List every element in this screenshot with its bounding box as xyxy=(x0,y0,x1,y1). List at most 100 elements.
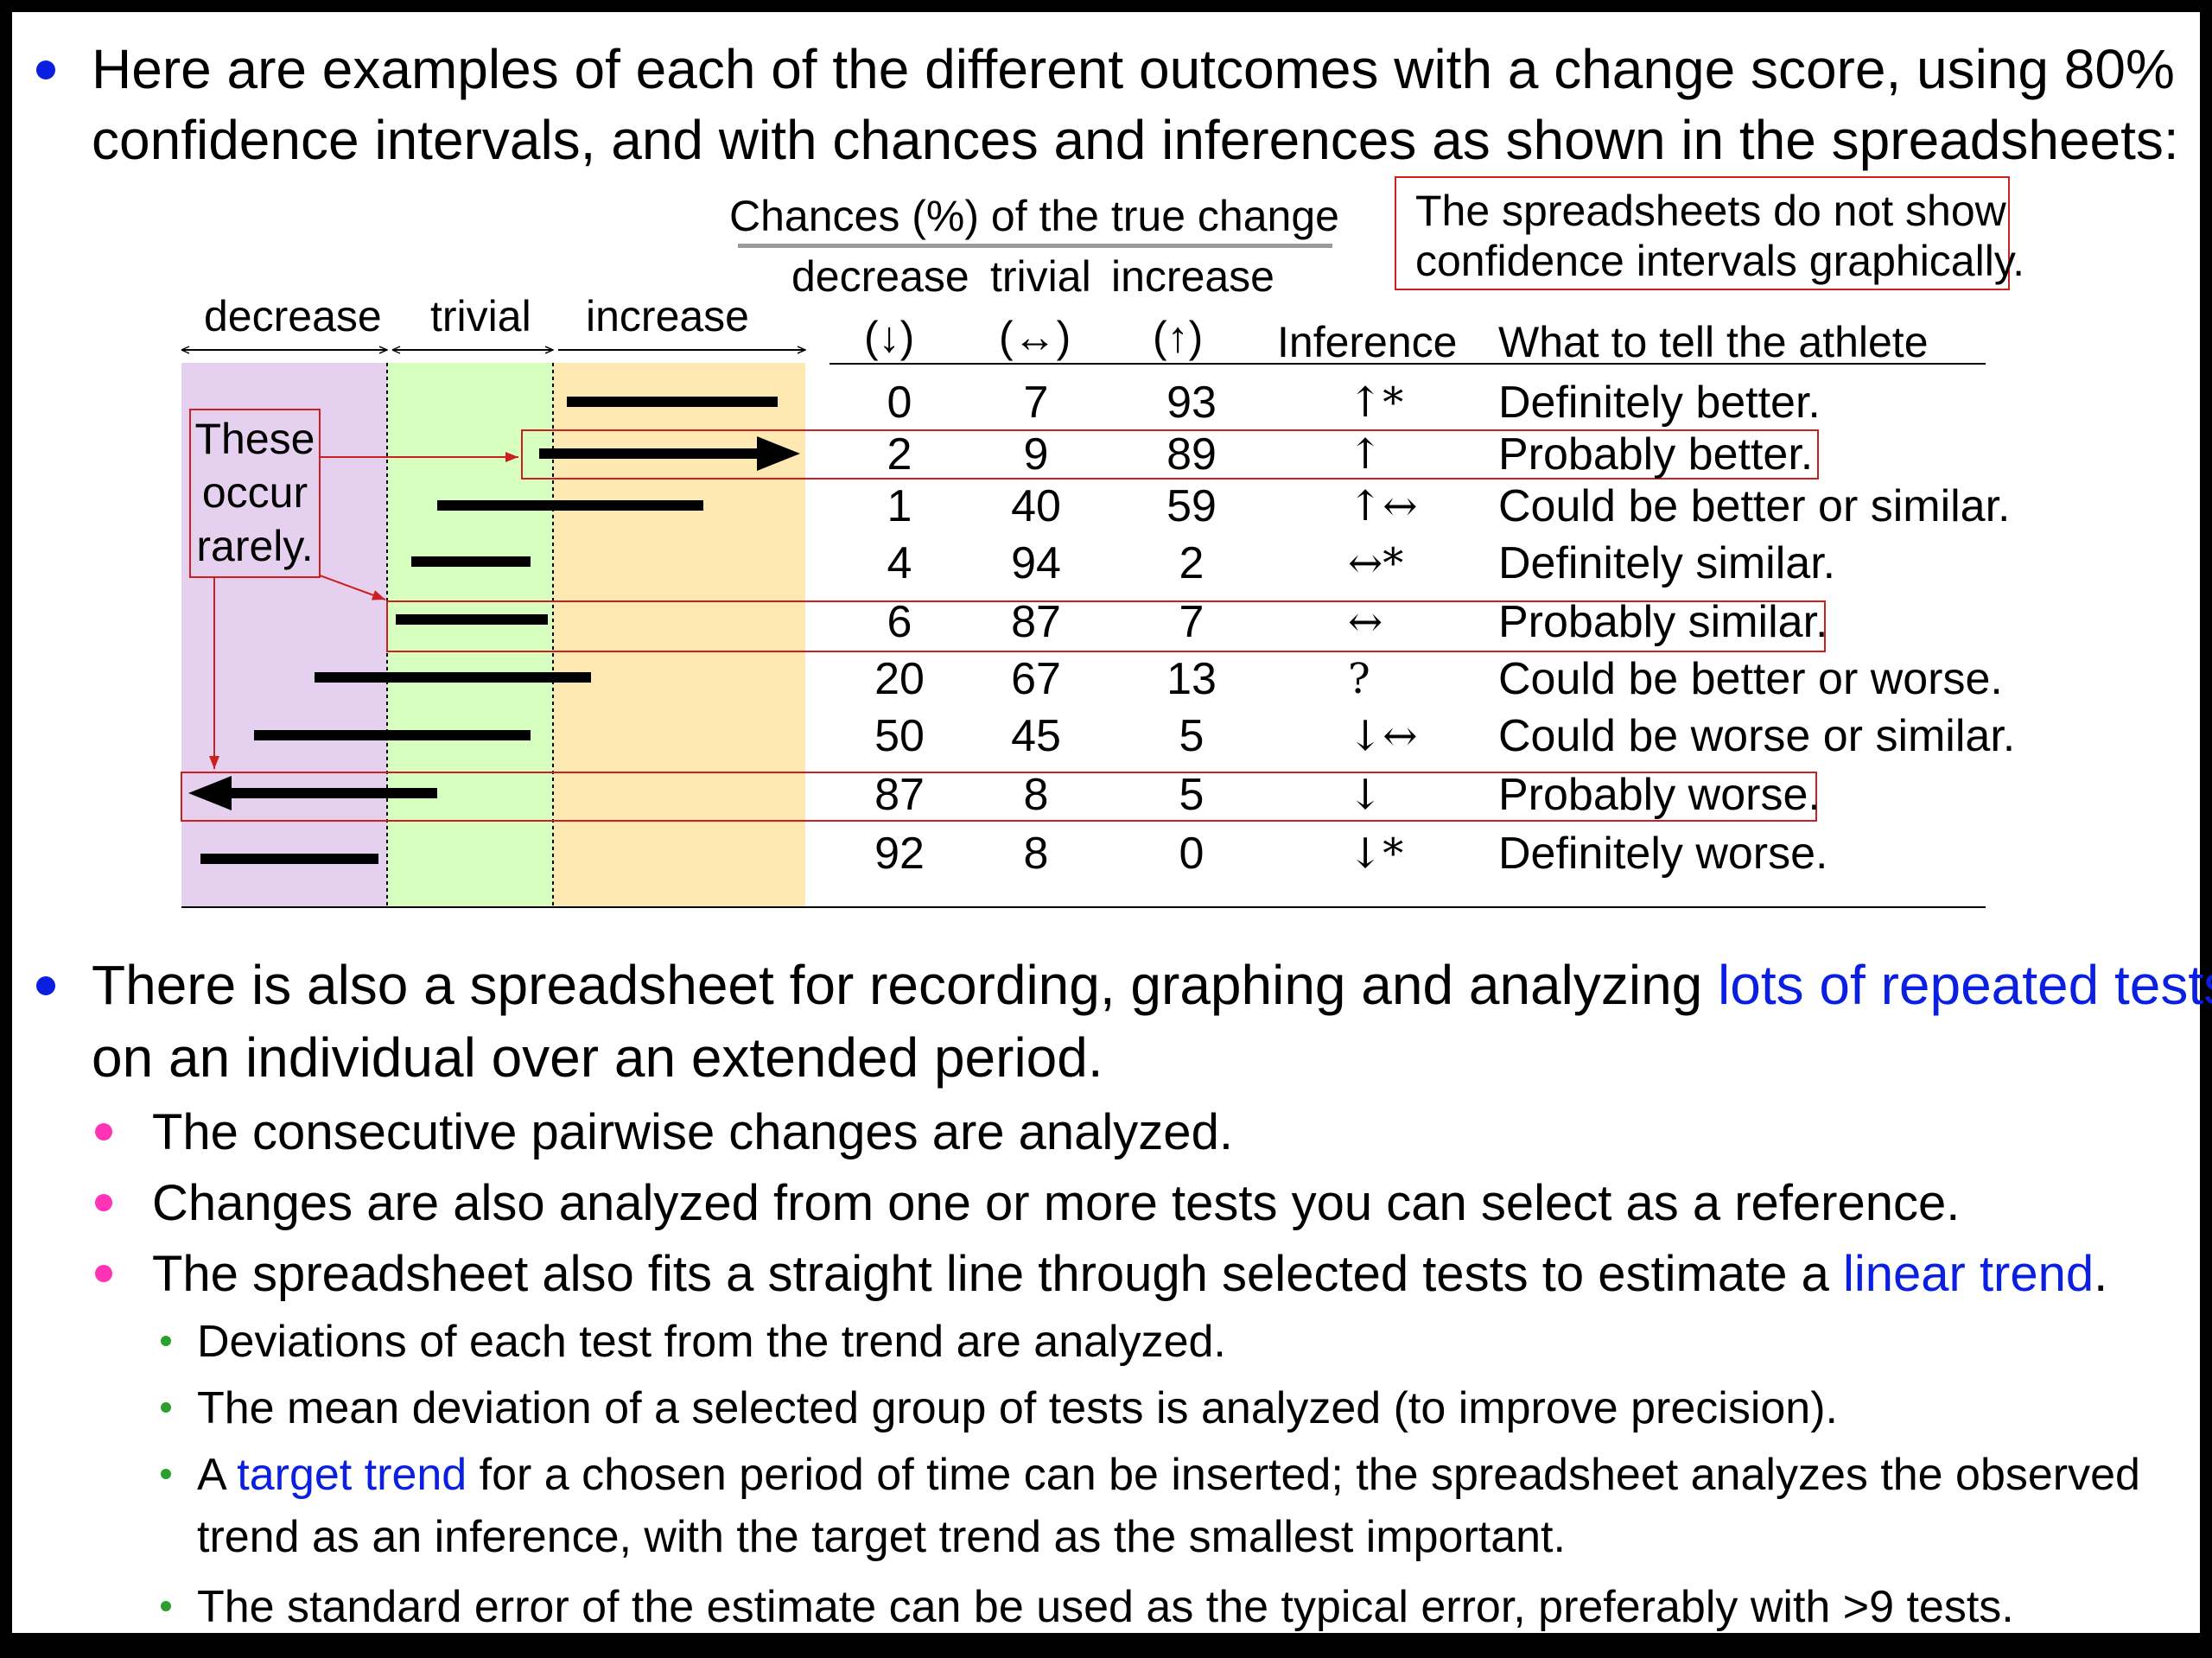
bullet-dot xyxy=(36,976,55,995)
col-header-decrease: decrease xyxy=(791,252,969,301)
bullet2-line2: on an individual over an extended period… xyxy=(92,1026,1103,1089)
sub-bullet-3-text: The spreadsheet also fits a straight lin… xyxy=(152,1246,1843,1302)
cell-increase: 5 xyxy=(1179,711,1205,761)
sub-bullet-1: The consecutive pairwise changes are ana… xyxy=(152,1104,1233,1160)
confidence-interval-diagram xyxy=(181,346,1986,908)
col-header-tell: What to tell the athlete xyxy=(1498,318,1929,366)
cell-decrease: 87 xyxy=(874,770,925,820)
cell-trivial: 87 xyxy=(1011,597,1061,647)
note-line2: confidence intervals graphically. xyxy=(1415,237,2025,285)
bullet-dot xyxy=(161,1601,171,1611)
cell-tell: Probably worse. xyxy=(1498,770,1821,820)
bullet-dot xyxy=(95,1123,112,1140)
cell-inference: ? xyxy=(1348,655,1370,703)
bullet2-line1: There is also a spreadsheet for recordin… xyxy=(92,949,2212,1021)
cell-tell: Definitely better. xyxy=(1498,378,1821,428)
highlight-probably-similar xyxy=(386,600,1826,652)
band-decrease xyxy=(181,363,387,907)
cell-trivial: 67 xyxy=(1011,654,1061,704)
col-header-inference: Inference xyxy=(1277,318,1458,366)
target-trend-link[interactable]: target trend xyxy=(237,1450,467,1500)
cell-increase: 89 xyxy=(1166,429,1217,480)
cell-increase: 7 xyxy=(1179,597,1205,647)
cell-decrease: 50 xyxy=(874,711,925,761)
repeated-tests-link[interactable]: lots of repeated tests xyxy=(1718,954,2212,1016)
cell-increase: 93 xyxy=(1166,378,1217,428)
note-box xyxy=(1395,176,2010,290)
cell-increase: 0 xyxy=(1179,829,1205,879)
rare-note-line2: occur xyxy=(201,468,308,517)
cell-decrease: 2 xyxy=(887,429,912,480)
bullet-dot xyxy=(95,1265,112,1282)
cell-tell: Could be better or worse. xyxy=(1498,654,2003,704)
band-label-trivial: trivial xyxy=(430,292,531,340)
cell-tell: Probably similar. xyxy=(1498,597,1828,647)
sub-bullet-2: Changes are also analyzed from one or mo… xyxy=(152,1175,1961,1231)
cell-inference: ↑* xyxy=(1348,378,1404,427)
cell-decrease: 20 xyxy=(874,654,925,704)
bullet-dot xyxy=(36,60,55,79)
cell-tell: Could be worse or similar. xyxy=(1498,711,2016,761)
cell-trivial: 7 xyxy=(1023,378,1049,428)
cell-inference: ↓↔ xyxy=(1348,712,1418,760)
bullet2-text: There is also a spreadsheet for recordin… xyxy=(92,954,1719,1016)
cell-decrease: 0 xyxy=(887,378,912,428)
bullet-dot xyxy=(161,1336,171,1346)
cell-increase: 2 xyxy=(1179,538,1205,588)
sub-sub-bullet-3-prefix: A xyxy=(197,1450,238,1500)
cell-decrease: 4 xyxy=(887,538,912,588)
sub-sub-bullet-3-line2: trend as an inference, with the target t… xyxy=(197,1512,1566,1562)
band-trivial xyxy=(387,363,553,907)
bullet-dot xyxy=(95,1194,112,1211)
rare-note-line3: rarely. xyxy=(196,522,314,570)
bullet-dot xyxy=(161,1469,171,1479)
rare-note-line1: These xyxy=(194,415,315,463)
cell-inference: ↓ xyxy=(1348,771,1383,819)
cell-decrease: 6 xyxy=(887,597,912,647)
sub-bullet-3-period: . xyxy=(2094,1246,2108,1302)
bullet-dot xyxy=(161,1402,171,1413)
cell-inference: ↑↔ xyxy=(1348,482,1418,530)
chances-title: Chances (%) of the true change xyxy=(729,192,1339,240)
cell-tell: Definitely similar. xyxy=(1498,538,1836,588)
band-label-decrease: decrease xyxy=(204,292,382,340)
slide: Here are examples of each of the differe… xyxy=(12,12,2212,1633)
rare-note-box xyxy=(189,409,321,578)
cell-trivial: 45 xyxy=(1011,711,1061,761)
note-line1: The spreadsheets do not show xyxy=(1415,187,2006,235)
sub-sub-bullet-2: The mean deviation of a selected group o… xyxy=(197,1383,1838,1433)
col-header-increase: increase xyxy=(1111,252,1274,301)
col-header-trivial: trivial xyxy=(990,252,1091,301)
cell-trivial: 40 xyxy=(1011,481,1061,531)
cell-increase: 59 xyxy=(1166,481,1217,531)
chances-underline xyxy=(738,244,1332,248)
band-label-increase: increase xyxy=(586,292,749,340)
highlight-probably-better xyxy=(521,429,1819,480)
sub-sub-bullet-4: The standard error of the estimate can b… xyxy=(197,1582,2014,1632)
cell-increase: 13 xyxy=(1166,654,1217,704)
cell-increase: 5 xyxy=(1179,770,1205,820)
cell-inference: ↑ xyxy=(1348,430,1383,479)
cell-decrease: 92 xyxy=(874,829,925,879)
sub-sub-bullet-3-rest: for a chosen period of time can be inser… xyxy=(467,1450,2140,1500)
linear-trend-link[interactable]: linear trend xyxy=(1842,1246,2094,1302)
cell-trivial: 9 xyxy=(1023,429,1049,480)
sub-sub-bullet-3: A target trend for a chosen period of ti… xyxy=(197,1447,2140,1502)
cell-inference: ↔ xyxy=(1348,598,1383,646)
ci-bar-arrowhead xyxy=(757,436,800,471)
cell-trivial: 94 xyxy=(1011,538,1061,588)
cell-tell: Probably better. xyxy=(1498,429,1814,480)
bullet1-line2: confidence intervals, and with chances a… xyxy=(92,109,2179,171)
cell-trivial: 8 xyxy=(1023,770,1049,820)
ci-bar-arrowhead xyxy=(188,776,232,810)
cell-inference: ↓* xyxy=(1348,829,1404,878)
highlight-probably-worse xyxy=(181,772,1817,822)
cell-tell: Definitely worse. xyxy=(1498,829,1828,879)
sub-bullet-3: The spreadsheet also fits a straight lin… xyxy=(152,1244,2107,1305)
cell-trivial: 8 xyxy=(1023,829,1049,879)
col-header-increase-sym: (↑) xyxy=(1153,313,1204,361)
cell-tell: Could be better or similar. xyxy=(1498,481,2011,531)
cell-inference: ↔* xyxy=(1348,539,1404,588)
col-header-decrease-sym: (↓) xyxy=(864,313,915,361)
cell-decrease: 1 xyxy=(887,481,912,531)
